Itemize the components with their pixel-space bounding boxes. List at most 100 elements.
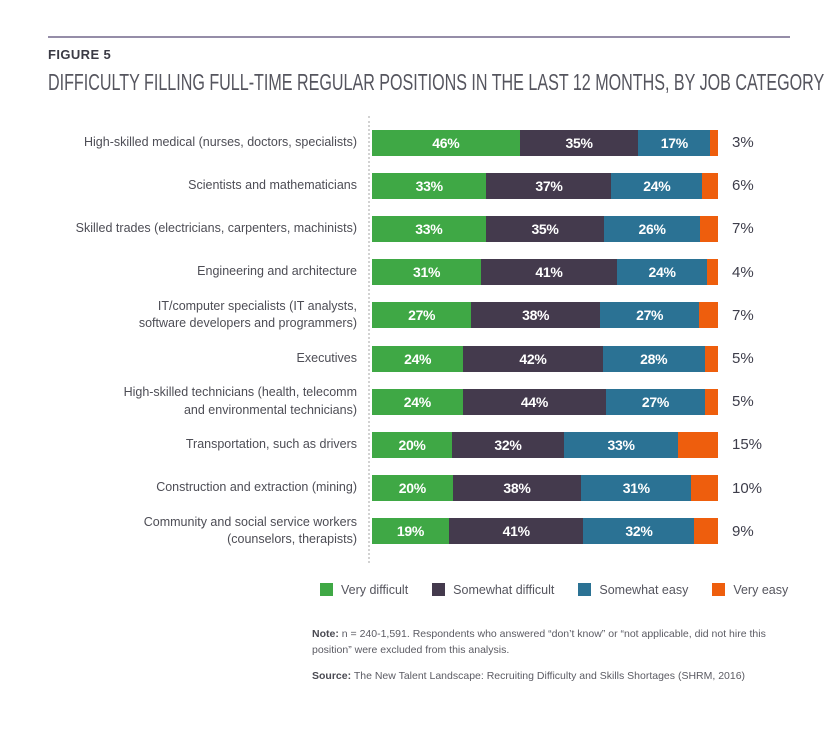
bar-segment-somewhat-difficult: 44% [462,388,607,415]
note-text: Note: n = 240-1,591. Respondents who ans… [312,627,766,656]
figure-label: FIGURE 5 [48,47,112,62]
very-easy-value-label: 9% [732,522,754,540]
category-label: Skilled trades (electricians, carpenters… [75,221,357,236]
bar-segment-very-difficult: 33% [372,215,486,242]
chart-row: High-skilled technicians (health, teleco… [48,380,790,423]
report-page: FIGURE 5 DIFFICULTY FILLING FULL-TIME RE… [0,36,838,685]
bar-segment-somewhat-easy: 27% [606,388,705,415]
stacked-bar: 46% 35% 17% [372,129,718,156]
bar-segment-somewhat-difficult: 38% [471,302,600,329]
legend-swatch-icon [320,583,333,597]
chart-row: Engineering and architecture 31% 41% 24% 4% [48,251,790,294]
bar-segment-very-difficult: 24% [372,345,464,372]
very-easy-value-label: 6% [732,177,754,195]
stacked-bar: 33% 37% 24% [372,172,718,199]
category-label: IT/computer specialists (IT analysts, sof… [138,298,357,331]
axis-baseline [368,116,370,563]
bar-segment-very-difficult: 24% [372,388,463,415]
stacked-bar: 31% 41% 24% [372,259,718,286]
bar-segment-very-difficult: 19% [372,518,449,545]
legend-swatch-icon [712,583,726,597]
category-label: High-skilled medical (nurses, doctors, s… [83,134,357,149]
bar-segment-somewhat-difficult: 38% [452,475,582,502]
category-label: Engineering and architecture [197,264,357,279]
bar-segment-very-difficult: 31% [372,259,482,286]
source-label: Source: [312,670,352,683]
category-label: Transportation, such as drivers [185,437,357,452]
chart-row: Transportation, such as drivers 20% 32% 33%… [48,423,790,466]
very-easy-value-label: 5% [732,350,754,368]
bar-segment-somewhat-easy: 27% [600,302,700,329]
very-easy-value-label: 7% [732,220,754,238]
bar-segment-very-easy [704,345,718,372]
bar-segment-very-easy [694,518,718,545]
bar-segment-somewhat-easy: 32% [583,518,695,545]
legend-swatch-icon [432,583,446,597]
category-label: Construction and extraction (mining) [156,480,357,495]
legend-item-very-difficult: Very difficult [320,583,408,597]
very-easy-value-label: 5% [732,393,754,411]
stacked-bar: 19% 41% 32% [372,518,718,545]
bar-segment-somewhat-difficult: 35% [519,129,639,156]
stacked-bar: 33% 35% 26% [372,215,718,242]
legend-item-somewhat-easy: Somewhat easy [578,583,688,597]
legend-swatch-icon [578,583,592,597]
category-label: High-skilled technicians (health, teleco… [123,385,357,417]
bar-segment-very-difficult: 27% [372,302,472,329]
chart-row: High-skilled medical (nurses, doctors, s… [48,121,790,164]
very-easy-value-label: 3% [732,134,754,152]
bar-segment-somewhat-easy: 26% [604,215,700,242]
bar-segment-very-easy [704,388,718,415]
chart-row: Community and social service workers (cou… [48,510,790,553]
note-label: Note: [312,627,339,640]
legend-item-very-easy: Very easy [712,583,788,597]
bar-segment-very-easy [710,129,718,156]
bar-segment-very-easy [702,172,718,199]
bar-segment-somewhat-difficult: 32% [452,431,564,458]
bar-segment-very-easy [699,215,718,242]
bar-segment-very-difficult: 33% [372,172,487,199]
source-text: Source: The New Talent Landscape: Recrui… [312,670,746,683]
category-label: Scientists and mathematicians [188,178,357,193]
bar-segment-very-easy [678,431,718,458]
stacked-bar: 27% 38% 27% [372,302,718,329]
bar-segment-somewhat-easy: 28% [602,345,705,372]
chart-title: DIFFICULTY FILLING FULL-TIME REGULAR POS… [48,69,825,95]
chart-row: Skilled trades (electricians, carpenters… [48,207,790,250]
bar-segment-somewhat-difficult: 42% [463,345,603,372]
header-rule [48,36,790,38]
bar-segment-very-difficult: 46% [372,129,520,156]
bar-segment-somewhat-difficult: 41% [481,259,617,286]
bar-segment-somewhat-difficult: 41% [448,518,584,545]
bar-segment-somewhat-difficult: 35% [485,215,605,242]
bar-segment-very-easy [707,259,718,286]
bar-segment-very-easy [699,302,718,329]
bar-segment-somewhat-easy: 24% [616,259,708,286]
stacked-bar: 20% 32% 33% [372,431,718,458]
legend-item-somewhat-difficult: Somewhat difficult [432,583,554,597]
bar-segment-somewhat-easy: 17% [638,129,711,156]
category-label: Executives [296,350,357,365]
stacked-bar-chart: High-skilled medical (nurses, doctors, s… [48,116,790,563]
legend: Very difficult Somewhat difficult Somewhat… [320,583,790,597]
chart-row: IT/computer specialists (IT analysts, sof… [48,294,790,337]
very-easy-value-label: 10% [732,479,763,497]
stacked-bar: 20% 38% 31% [372,475,718,502]
chart-row: Executives 24% 42% 28% 5% [48,337,790,380]
bar-segment-somewhat-easy: 24% [611,172,703,199]
bar-segment-somewhat-difficult: 37% [486,172,612,199]
stacked-bar: 24% 42% 28% [372,345,718,372]
very-easy-value-label: 7% [732,306,754,324]
legend-label: Somewhat difficult [453,582,555,597]
very-easy-value-label: 4% [732,263,754,281]
chart-row: Construction and extraction (mining) 20% 3… [48,467,790,510]
chart-row: Scientists and mathematicians 33% 37% 24% 6% [48,164,790,207]
bar-segment-somewhat-easy: 31% [581,475,692,502]
bar-segment-very-difficult: 20% [372,431,453,458]
stacked-bar: 24% 44% 27% [372,388,718,415]
category-label: Community and social service workers (cou… [143,514,357,547]
chart-rows: High-skilled medical (nurses, doctors, s… [48,121,790,553]
bar-segment-very-easy [691,475,718,502]
legend-label: Very easy [733,582,789,597]
bar-segment-somewhat-easy: 33% [563,431,679,458]
